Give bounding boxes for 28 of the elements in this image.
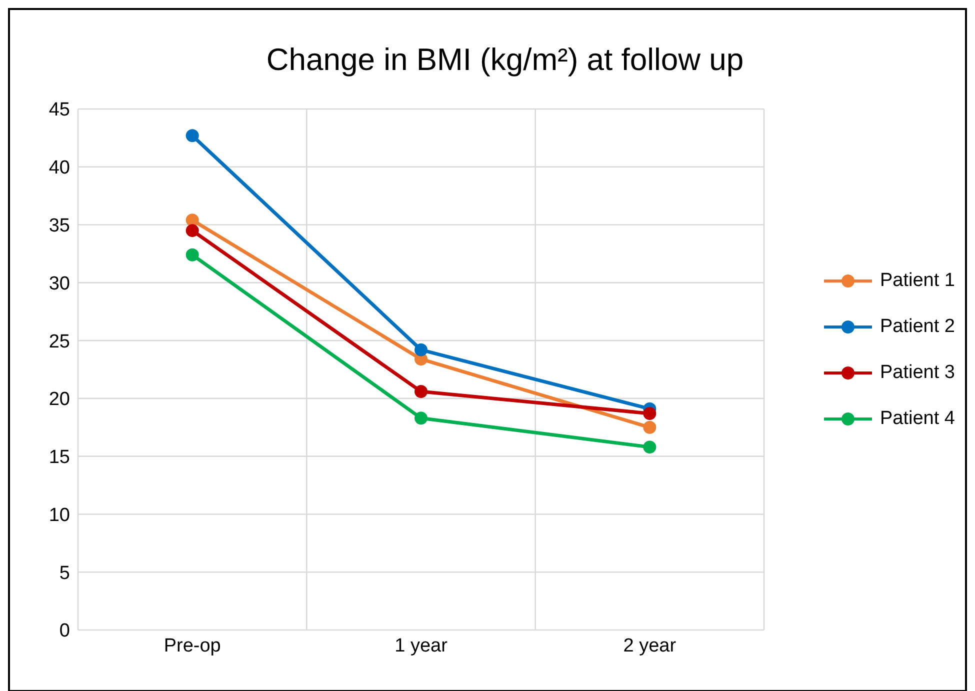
legend-label: Patient 1: [880, 269, 955, 293]
y-tick-label: 5: [59, 562, 70, 584]
y-tick-label: 20: [48, 389, 70, 410]
legend-label: Patient 4: [880, 407, 955, 431]
point: [186, 129, 199, 142]
legend-label: Patient 2: [880, 315, 955, 339]
y-tick-label: 35: [48, 216, 70, 237]
point: [186, 248, 199, 262]
x-tick-label: 1 year: [394, 635, 448, 656]
point: [643, 420, 656, 434]
x-tick-label: 2 year: [623, 635, 677, 656]
y-tick-label: 25: [48, 331, 70, 352]
y-tick-label: 15: [48, 447, 70, 468]
point: [414, 385, 428, 398]
x-tick-label: Pre-op: [164, 635, 221, 656]
point: [643, 440, 656, 454]
y-tick-label: 0: [59, 620, 70, 642]
point: [186, 214, 199, 227]
y-tick-label: 30: [48, 273, 70, 294]
legend-label: Patient 3: [880, 361, 955, 385]
point: [414, 343, 428, 356]
point: [414, 412, 428, 425]
y-tick-label: 10: [48, 504, 70, 526]
chart-title: Change in BMI (kg/m²) at follow up: [265, 42, 745, 78]
y-tick-label: 45: [48, 100, 70, 121]
y-tick-label: 40: [48, 158, 70, 179]
point: [643, 406, 656, 420]
point: [186, 224, 199, 238]
